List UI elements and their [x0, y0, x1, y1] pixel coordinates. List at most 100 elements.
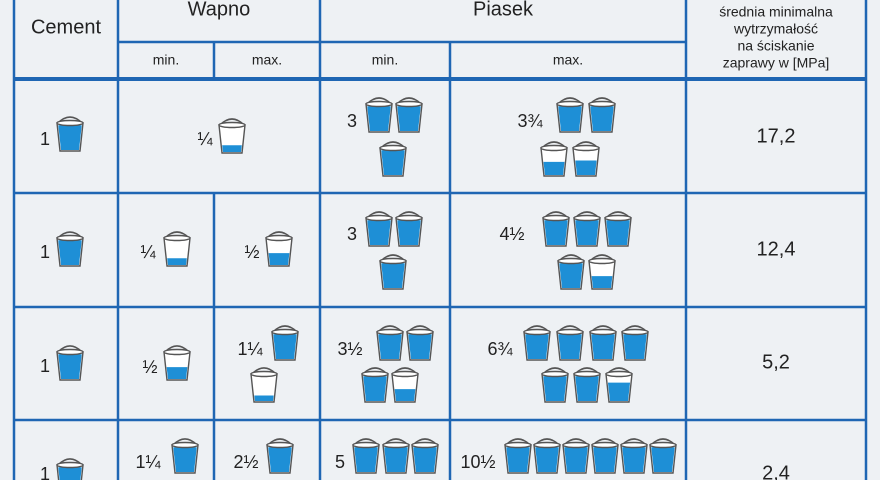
cell-text: ½	[244, 242, 259, 262]
header-piasek: Piasek	[473, 0, 534, 20]
cell-text: 1	[40, 464, 50, 480]
bucket-fill	[622, 447, 646, 472]
bucket-fill	[564, 447, 588, 472]
bucket-icon	[56, 345, 84, 381]
bucket-fill	[273, 334, 297, 359]
bucket-icon	[163, 231, 191, 267]
bucket-rim	[504, 441, 532, 449]
bucket-rim	[56, 461, 84, 469]
bucket-fill	[543, 161, 565, 175]
bucket-icon	[541, 367, 569, 403]
bucket-icon	[266, 438, 294, 474]
bucket-icon	[540, 141, 568, 177]
cell-text: ¼	[197, 129, 213, 149]
bucket-icon	[376, 325, 404, 361]
bucket-rim	[572, 144, 600, 152]
bucket-icon	[171, 438, 199, 474]
bucket-rim	[406, 328, 434, 336]
bucket-fill	[606, 220, 630, 245]
bucket-icon	[391, 367, 419, 403]
bucket-fill	[559, 263, 583, 288]
bucket-icon	[573, 367, 601, 403]
bucket-icon	[365, 211, 393, 247]
cell-text: 1	[40, 356, 50, 376]
bucket-icon	[620, 438, 648, 474]
bucket-fill	[367, 220, 391, 245]
bucket-rim	[557, 257, 585, 265]
cell-text: ¼	[140, 242, 156, 262]
bucket-rim	[573, 370, 601, 378]
bucket-rim	[379, 257, 407, 265]
bucket-rim	[556, 328, 584, 336]
bucket-fill	[381, 263, 405, 288]
bucket-icon	[250, 367, 278, 403]
bucket-icon	[589, 325, 617, 361]
bucket-icon	[56, 116, 84, 152]
cell-text: 4½	[499, 224, 524, 244]
cell-text: 2,4	[762, 462, 790, 480]
bucket-icon	[56, 458, 84, 480]
bucket-fill	[623, 334, 647, 359]
bucket-rim	[604, 214, 632, 222]
bucket-rim	[361, 370, 389, 378]
header-wapno: Wapno	[188, 0, 251, 20]
cell-text: 5	[335, 452, 345, 472]
bucket-fill	[543, 376, 567, 401]
bucket-fill	[173, 447, 197, 472]
bucket-icon	[361, 367, 389, 403]
bucket-icon	[395, 97, 423, 133]
cell-text: 3	[347, 224, 357, 244]
bucket-rim	[56, 119, 84, 127]
bucket-rim	[352, 441, 380, 449]
bucket-rim	[540, 144, 568, 152]
bucket-fill	[167, 258, 187, 265]
subheader: min.	[153, 52, 179, 68]
bucket-fill	[590, 106, 614, 131]
bucket-rim	[163, 234, 191, 242]
bucket-fill	[575, 220, 599, 245]
bucket-icon	[523, 325, 551, 361]
table-grid	[12, 0, 868, 480]
bucket-fill	[525, 334, 549, 359]
bucket-fill	[166, 367, 188, 379]
cell-text: 2½	[233, 452, 258, 472]
bucket-icon	[556, 97, 584, 133]
bucket-fill	[651, 447, 675, 472]
bucket-icon	[382, 438, 410, 474]
header-cement: Cement	[31, 16, 101, 38]
bucket-fill	[222, 145, 242, 152]
header-strength: wytrzymałość	[733, 21, 818, 37]
subheader: max.	[252, 52, 282, 68]
bucket-fill	[593, 447, 617, 472]
bucket-fill	[558, 334, 582, 359]
cell-text: ½	[142, 357, 157, 377]
cell-text: 1¼	[135, 452, 161, 472]
bucket-fill	[367, 106, 391, 131]
bucket-rim	[605, 370, 633, 378]
cell-text: 10½	[460, 452, 495, 472]
bucket-rim	[163, 348, 191, 356]
cell-text: 1	[40, 242, 50, 262]
bucket-fill	[591, 334, 615, 359]
bucket-rim	[523, 328, 551, 336]
cell-text: 1	[40, 129, 50, 149]
bucket-icon	[588, 254, 616, 290]
bucket-fill	[558, 106, 582, 131]
bucket-icon	[557, 254, 585, 290]
bucket-icon	[218, 118, 246, 154]
bucket-icon	[365, 97, 393, 133]
bucket-rim	[365, 100, 393, 108]
bucket-icon	[591, 438, 619, 474]
bucket-rim	[541, 370, 569, 378]
bucket-icon	[395, 211, 423, 247]
bucket-fill	[378, 334, 402, 359]
bucket-icon	[573, 211, 601, 247]
bucket-icon	[649, 438, 677, 474]
bucket-icon	[56, 231, 84, 267]
subheader: max.	[553, 52, 583, 68]
bucket-fill	[575, 160, 597, 175]
bucket-fill	[363, 376, 387, 401]
cell-text: 3	[347, 111, 357, 131]
bucket-rim	[591, 441, 619, 449]
